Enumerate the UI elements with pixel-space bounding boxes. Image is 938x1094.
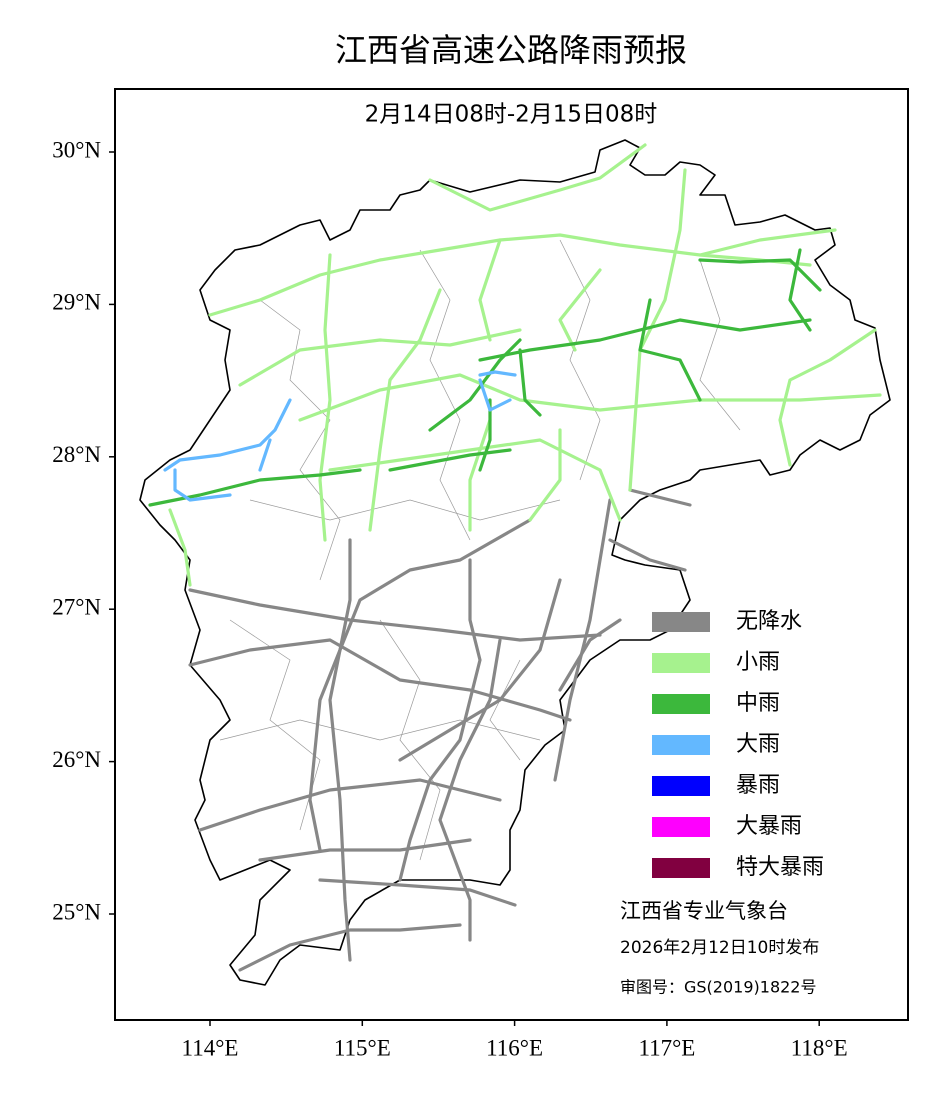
legend-label: 无降水 bbox=[736, 609, 802, 634]
map-title: 江西省高速公路降雨预报 bbox=[335, 31, 687, 69]
legend-swatch bbox=[652, 817, 710, 837]
highway-segment bbox=[628, 488, 692, 507]
legend-label: 大暴雨 bbox=[736, 814, 802, 839]
issue-time: 2026年2月12日10时发布 bbox=[620, 938, 819, 958]
x-tick-label: 118°E bbox=[791, 1035, 848, 1060]
highway-segment bbox=[628, 168, 687, 492]
highway-segment bbox=[198, 778, 502, 832]
highway-segment bbox=[388, 448, 512, 472]
legend-label: 大雨 bbox=[736, 732, 780, 757]
highway-segment bbox=[188, 588, 602, 642]
y-tick-label: 27°N bbox=[52, 594, 101, 619]
y-tick-label: 26°N bbox=[52, 747, 101, 772]
highway-segment bbox=[318, 253, 332, 542]
highway-segment bbox=[168, 508, 192, 587]
highway-segment bbox=[368, 288, 442, 532]
highway-segment bbox=[328, 538, 352, 962]
y-tick-label: 28°N bbox=[52, 442, 101, 467]
y-tick-label: 30°N bbox=[52, 137, 101, 162]
highway-segment bbox=[518, 348, 542, 417]
highway-segment bbox=[238, 328, 522, 387]
highway-segment bbox=[163, 398, 292, 472]
legend-label: 中雨 bbox=[736, 691, 780, 716]
highway-segment bbox=[698, 228, 837, 257]
county-borders bbox=[219, 239, 741, 861]
highway-segment bbox=[478, 378, 512, 412]
legend-swatch bbox=[652, 653, 710, 673]
legend-label: 暴雨 bbox=[736, 773, 780, 798]
x-tick-label: 115°E bbox=[334, 1035, 391, 1060]
highway-segment bbox=[258, 838, 472, 862]
highway-segment bbox=[438, 638, 502, 942]
legend-swatch bbox=[652, 735, 710, 755]
highway-segment bbox=[468, 418, 492, 532]
highway-segment bbox=[148, 468, 362, 507]
highway-segment bbox=[428, 143, 647, 212]
highway-segment bbox=[318, 878, 517, 907]
highway-segment bbox=[553, 498, 612, 782]
highway-segment bbox=[778, 328, 877, 467]
highway-segment bbox=[398, 578, 562, 762]
map-approval: 审图号：GS(2019)1822号 bbox=[620, 978, 816, 997]
legend-swatch bbox=[652, 858, 710, 878]
highway-segment bbox=[528, 428, 562, 522]
highway-segment bbox=[298, 373, 882, 422]
highway-segment bbox=[188, 638, 572, 722]
legend-swatch bbox=[652, 776, 710, 796]
highway-segment bbox=[398, 558, 482, 882]
map-subtitle: 2月14日08时-2月15日08时 bbox=[365, 102, 658, 128]
legend-label: 特大暴雨 bbox=[736, 855, 824, 880]
highway-segment bbox=[698, 258, 822, 292]
map-frame bbox=[114, 88, 909, 1021]
highway-segment bbox=[428, 338, 522, 432]
legend-swatch bbox=[652, 612, 710, 632]
highway-segment bbox=[608, 538, 687, 572]
y-tick-label: 29°N bbox=[52, 290, 101, 315]
highway-segment bbox=[328, 438, 622, 522]
highway-segment bbox=[558, 268, 602, 352]
highways bbox=[148, 143, 882, 972]
highway-segment bbox=[638, 298, 702, 402]
highway-segment bbox=[173, 468, 232, 502]
highway-segment bbox=[788, 248, 812, 332]
highway-segment bbox=[238, 923, 462, 972]
x-tick-label: 116°E bbox=[486, 1035, 543, 1060]
issuer: 江西省专业气象台 bbox=[620, 899, 788, 923]
x-tick-label: 114°E bbox=[182, 1035, 239, 1060]
y-tick-label: 25°N bbox=[52, 899, 101, 924]
highway-segment bbox=[308, 518, 532, 852]
legend-swatch bbox=[652, 694, 710, 714]
highway-segment bbox=[478, 238, 502, 342]
highway-segment bbox=[258, 438, 272, 472]
legend-label: 小雨 bbox=[736, 650, 780, 675]
highway-segment bbox=[478, 398, 492, 472]
highway-segment bbox=[558, 618, 622, 692]
highway-segment bbox=[478, 370, 517, 377]
x-tick-label: 117°E bbox=[638, 1035, 695, 1060]
